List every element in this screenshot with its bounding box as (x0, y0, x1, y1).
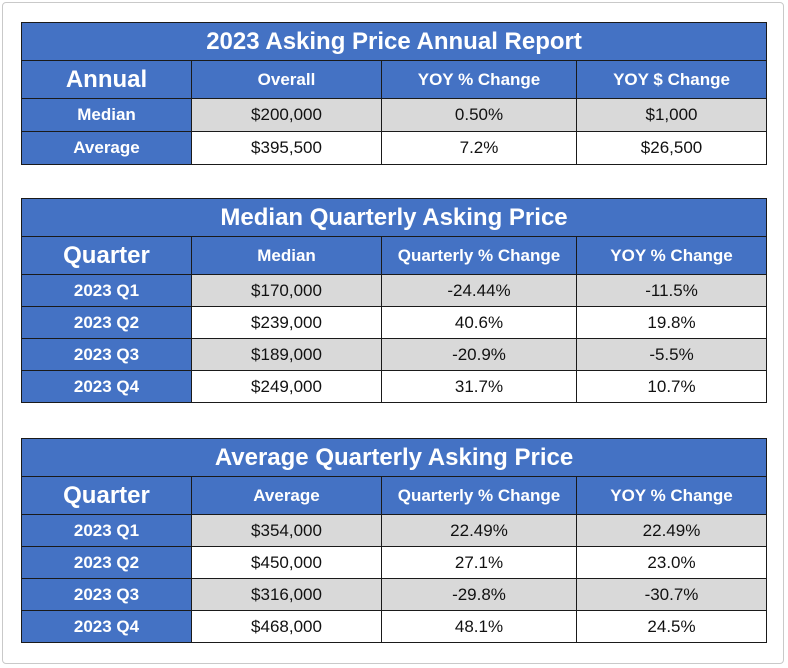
header-quarterly-percent-change: Quarterly % Change (381, 236, 577, 275)
table-row: 2023 Q3 $189,000 -20.9% -5.5% (21, 338, 768, 371)
row-label-quarter: 2023 Q1 (21, 274, 192, 307)
header-yoy-percent-change: YOY % Change (381, 60, 577, 99)
header-quarterly-percent-change: Quarterly % Change (381, 476, 577, 515)
table-row: 2023 Q2 $450,000 27.1% 23.0% (21, 546, 768, 579)
row-label-quarter: 2023 Q4 (21, 610, 192, 643)
header-overall: Overall (191, 60, 382, 99)
median-value: $170,000 (191, 274, 382, 307)
header-quarter: Quarter (21, 236, 192, 275)
annual-report-title: 2023 Asking Price Annual Report (20, 22, 768, 61)
header-quarter: Quarter (21, 476, 192, 515)
table-row: 2023 Q1 $170,000 -24.44% -11.5% (21, 274, 768, 307)
quarterly-percent-value: -20.9% (381, 338, 577, 371)
table-row: Median $200,000 0.50% $1,000 (21, 98, 768, 132)
median-value: $189,000 (191, 338, 382, 371)
yoy-percent-value: -11.5% (575, 274, 768, 307)
median-value: $249,000 (191, 370, 382, 403)
table-row: 2023 Q4 $249,000 31.7% 10.7% (21, 370, 768, 403)
table-row: 2023 Q4 $468,000 48.1% 24.5% (21, 610, 768, 643)
quarterly-percent-value: 40.6% (381, 306, 577, 339)
header-yoy-percent-change: YOY % Change (575, 236, 768, 275)
annual-report-table: 2023 Asking Price Annual Report Annual O… (20, 22, 768, 165)
yoy-percent-value: 24.5% (575, 610, 768, 643)
yoy-percent-value: 0.50% (381, 98, 577, 132)
median-quarterly-table: Median Quarterly Asking Price Quarter Me… (20, 198, 768, 403)
yoy-percent-value: -5.5% (575, 338, 768, 371)
quarterly-percent-value: 22.49% (381, 514, 577, 547)
row-label-quarter: 2023 Q1 (21, 514, 192, 547)
yoy-percent-value: -30.7% (575, 578, 768, 611)
yoy-percent-value: 19.8% (575, 306, 768, 339)
header-median: Median (191, 236, 382, 275)
yoy-dollar-value: $26,500 (575, 131, 768, 165)
overall-value: $395,500 (191, 131, 382, 165)
header-yoy-percent-change: YOY % Change (575, 476, 768, 515)
yoy-percent-value: 22.49% (575, 514, 768, 547)
average-value: $468,000 (191, 610, 382, 643)
table-row: 2023 Q3 $316,000 -29.8% -30.7% (21, 578, 768, 611)
quarterly-percent-value: 27.1% (381, 546, 577, 579)
yoy-dollar-value: $1,000 (575, 98, 768, 132)
average-quarterly-table: Average Quarterly Asking Price Quarter A… (20, 438, 768, 643)
quarterly-percent-value: 48.1% (381, 610, 577, 643)
overall-value: $200,000 (191, 98, 382, 132)
average-value: $354,000 (191, 514, 382, 547)
table-row: Average $395,500 7.2% $26,500 (21, 131, 768, 165)
quarterly-percent-value: -29.8% (381, 578, 577, 611)
yoy-percent-value: 10.7% (575, 370, 768, 403)
table-row: 2023 Q2 $239,000 40.6% 19.8% (21, 306, 768, 339)
quarterly-percent-value: -24.44% (381, 274, 577, 307)
header-annual: Annual (21, 60, 192, 99)
quarterly-percent-value: 31.7% (381, 370, 577, 403)
average-value: $450,000 (191, 546, 382, 579)
table-row: 2023 Q1 $354,000 22.49% 22.49% (21, 514, 768, 547)
row-label-quarter: 2023 Q4 (21, 370, 192, 403)
header-average: Average (191, 476, 382, 515)
median-quarterly-title: Median Quarterly Asking Price (20, 198, 768, 237)
average-value: $316,000 (191, 578, 382, 611)
row-label-quarter: 2023 Q3 (21, 578, 192, 611)
median-value: $239,000 (191, 306, 382, 339)
average-quarterly-title: Average Quarterly Asking Price (20, 438, 768, 477)
yoy-percent-value: 23.0% (575, 546, 768, 579)
row-label-quarter: 2023 Q3 (21, 338, 192, 371)
row-label-median: Median (21, 98, 192, 132)
row-label-quarter: 2023 Q2 (21, 546, 192, 579)
header-yoy-dollar-change: YOY $ Change (575, 60, 768, 99)
yoy-percent-value: 7.2% (381, 131, 577, 165)
row-label-average: Average (21, 131, 192, 165)
row-label-quarter: 2023 Q2 (21, 306, 192, 339)
